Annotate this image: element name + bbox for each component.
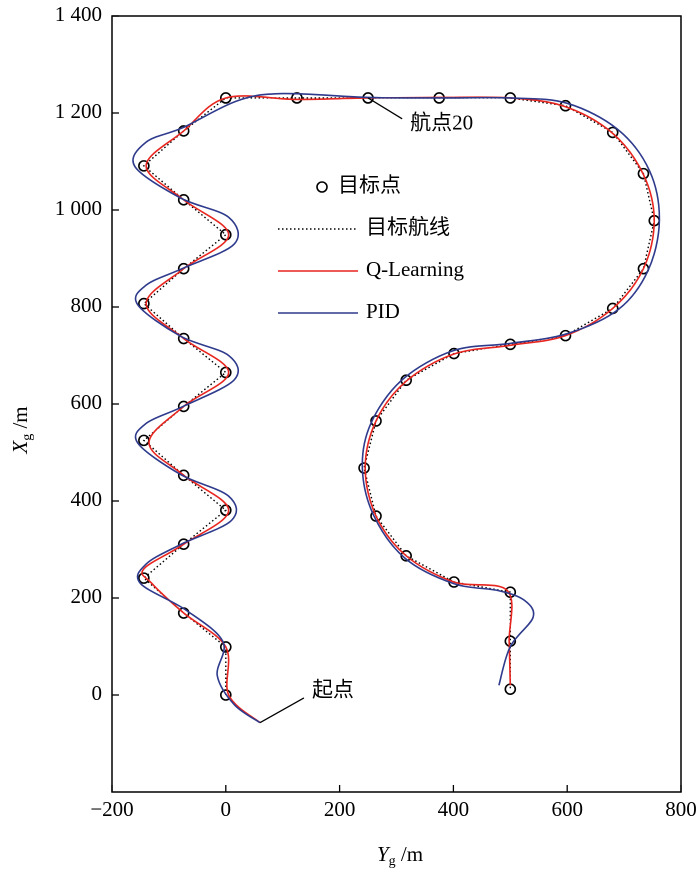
waypoint <box>177 538 190 550</box>
x-tick-label: 800 <box>665 797 697 821</box>
waypoint <box>220 504 232 517</box>
y-tick-label: 600 <box>71 390 103 414</box>
legend-label: PID <box>366 299 400 323</box>
waypoint <box>370 415 382 427</box>
x-tick-label: 600 <box>551 797 583 821</box>
annotation-leader <box>367 97 403 120</box>
plot-frame <box>111 15 682 793</box>
waypoint <box>177 400 190 413</box>
x-axis-label: Yg /m <box>377 842 423 869</box>
waypoint <box>138 572 150 584</box>
y-tick-label: 400 <box>71 487 103 511</box>
y-tick-label: 200 <box>71 584 103 608</box>
y-axis-label-main: X <box>8 440 32 455</box>
waypoint <box>177 125 190 137</box>
y-axis-label-sub: g <box>20 434 35 441</box>
x-tick-label: 200 <box>324 797 356 821</box>
waypoint <box>606 126 619 139</box>
x-axis-label-main: Y <box>377 842 391 866</box>
x-axis-label-unit: /m <box>396 842 423 866</box>
y-tick-label: 1 400 <box>55 2 102 26</box>
legend-marker <box>316 181 328 193</box>
series-line <box>141 95 656 724</box>
waypoint <box>504 683 517 695</box>
series-line <box>132 92 661 724</box>
y-tick-label: 1 000 <box>55 196 102 220</box>
x-tick-label: 400 <box>438 797 470 821</box>
annotation-text: 航点20 <box>410 111 473 135</box>
waypoint <box>448 347 460 360</box>
y-tick-label: 0 <box>92 681 103 705</box>
waypoint <box>177 469 190 482</box>
waypoint <box>637 167 650 180</box>
waypoint <box>177 332 190 345</box>
x-tick-label: −200 <box>90 797 133 821</box>
y-tick-label: 1 200 <box>55 99 102 123</box>
y-axis-label-unit: /m <box>8 406 32 433</box>
waypoint <box>358 462 370 474</box>
legend-label: Q-Learning <box>366 257 464 281</box>
waypoint <box>138 160 150 172</box>
annotation-leader <box>259 697 305 724</box>
legend-label: 目标航线 <box>366 215 450 239</box>
waypoint <box>138 297 150 310</box>
x-tick-label: 0 <box>221 797 232 821</box>
waypoint <box>220 641 232 653</box>
y-axis-label: Xg /m <box>8 406 35 454</box>
x-axis-label-sub: g <box>389 854 396 869</box>
annotation-text: 起点 <box>312 678 354 702</box>
legend-label: 目标点 <box>338 173 401 197</box>
y-tick-label: 800 <box>71 293 103 317</box>
waypoint <box>177 262 190 275</box>
waypoint <box>177 194 190 206</box>
